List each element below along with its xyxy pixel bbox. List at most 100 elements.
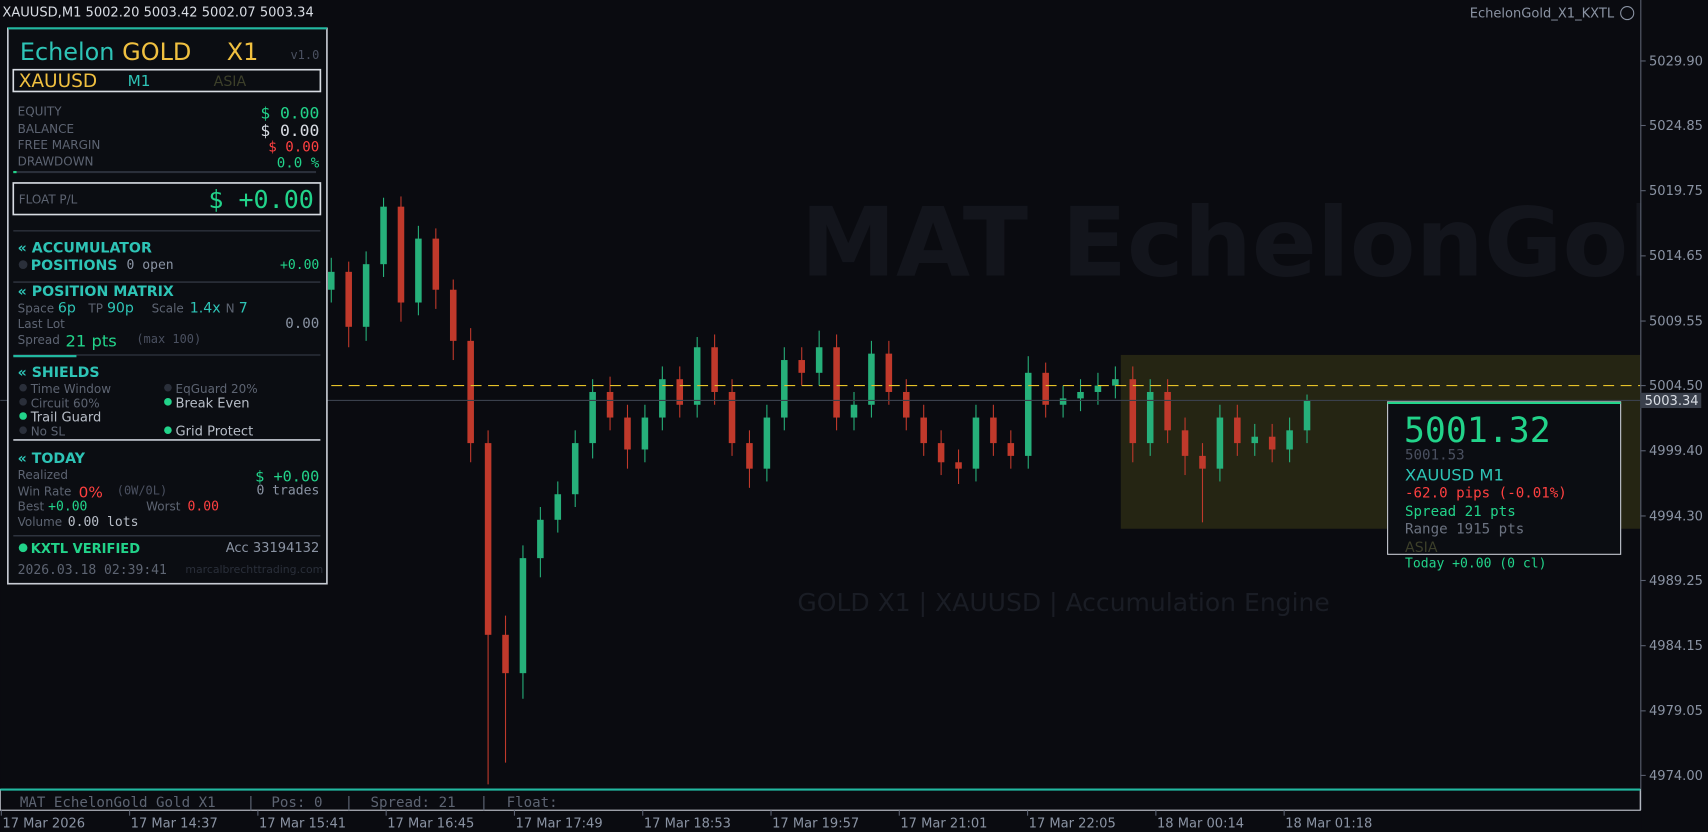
shield-dot	[164, 426, 172, 434]
x-tick-label: 18 Mar 01:18	[1285, 817, 1372, 832]
value: 0 trades	[256, 483, 319, 498]
value: 0.00 lots	[68, 515, 139, 530]
candle-body	[537, 519, 544, 559]
candle-body	[1286, 430, 1293, 450]
label: DRAWDOWN	[18, 155, 94, 169]
status-dot	[18, 260, 28, 269]
candle-body	[484, 443, 492, 635]
y-tick-label: 5019.75	[1649, 184, 1703, 199]
candle-body	[624, 417, 631, 450]
value: 21 pts	[66, 331, 117, 350]
candle-body	[467, 340, 474, 444]
candle-body	[1129, 379, 1137, 444]
label: TP	[87, 302, 103, 316]
value: 0.00	[285, 316, 319, 332]
y-tick-label: 5004.50	[1649, 379, 1703, 394]
candle-body	[397, 206, 405, 303]
current-price-label: 5003.34	[1645, 394, 1699, 409]
candle-body	[328, 271, 335, 290]
section-title: « TODAY	[18, 451, 86, 467]
value: 6p	[58, 301, 76, 317]
status-item: Pos: 0	[271, 795, 322, 811]
range: Range 1915 pts	[1405, 522, 1524, 538]
x-tick-label: 17 Mar 19:57	[772, 817, 859, 832]
price-box: 5001.32 5001.53 XAUUSD M1 -62.0 pips (-0…	[1387, 401, 1622, 571]
candle-body	[676, 379, 684, 405]
value: (max 100)	[136, 332, 201, 346]
account-number: Acc 33194132	[226, 541, 320, 556]
value: 0 open	[127, 258, 174, 273]
label: Scale	[152, 302, 184, 316]
candle-body	[937, 443, 945, 463]
site: marcalbrechttrading.com	[185, 563, 323, 576]
candle-body	[362, 264, 370, 327]
shield: Grid Protect	[176, 425, 254, 440]
candle-body	[955, 462, 962, 469]
section-title: « SHIELDS	[18, 365, 100, 381]
x-tick-label: 18 Mar 00:14	[1157, 817, 1244, 832]
shield: EqGuard 20%	[176, 382, 258, 396]
status-frame	[0, 788, 1641, 811]
candle-body	[868, 353, 875, 405]
label: FLOAT P/L	[19, 193, 78, 207]
value: $ +0.00	[255, 467, 319, 485]
watermark-subtitle: GOLD X1 | XAUUSD | Accumulation Engine	[797, 588, 1329, 617]
shield-dot	[164, 398, 172, 406]
spread: Spread 21 pts	[1405, 504, 1516, 520]
candle-body	[972, 417, 980, 469]
brand: Echelon	[20, 38, 115, 66]
value: 7	[239, 301, 248, 317]
y-tick-label: 4989.25	[1649, 574, 1703, 589]
verified-dot	[18, 543, 28, 553]
value: 0.0 %	[277, 156, 320, 172]
candle-body	[885, 353, 893, 392]
candle-body	[380, 206, 387, 265]
x-tick-label: 17 Mar 16:45	[387, 817, 474, 832]
label: Volume	[18, 515, 63, 529]
brand: GOLD	[122, 38, 191, 66]
candle-body	[693, 347, 701, 405]
panel-frame	[7, 27, 328, 585]
y-tick-label: 5024.85	[1649, 119, 1703, 134]
candle-body	[345, 271, 352, 327]
shield: Trail Guard	[30, 410, 102, 425]
candle-body	[432, 238, 440, 290]
symbol: XAUUSD M1	[1405, 465, 1504, 484]
session: ASIA	[214, 74, 247, 90]
time-axis: 17 Mar 2026 17 Mar 14:37 17 Mar 15:41 17 Ma…	[0, 810, 1372, 832]
candle-body	[1112, 379, 1119, 386]
candle-body	[746, 443, 753, 469]
y-tick-label: 4979.05	[1649, 704, 1703, 719]
label: Spread	[18, 333, 60, 347]
candle-body	[415, 238, 422, 303]
x-tick-label: 17 Mar 18:53	[644, 817, 731, 832]
shield-dot	[19, 398, 27, 406]
shield-dot	[19, 426, 27, 434]
label: N	[226, 302, 235, 316]
candle-body	[554, 494, 562, 520]
value: +0.00	[280, 258, 319, 273]
smiley-icon[interactable]	[1620, 5, 1635, 21]
x-tick-label: 17 Mar 2026	[2, 817, 85, 832]
value: 90p	[107, 301, 134, 317]
candle-body	[1199, 455, 1206, 469]
y-tick-label: 4974.00	[1649, 769, 1703, 784]
shield: Time Window	[30, 382, 111, 396]
candle-body	[903, 391, 910, 418]
x-tick-label: 17 Mar 17:49	[516, 817, 603, 832]
status-item: Float:	[507, 795, 558, 811]
y-tick-label: 4999.40	[1649, 444, 1703, 459]
candle-body	[1216, 417, 1224, 469]
candle-body	[1164, 391, 1171, 431]
section-title: « POSITION MATRIX	[18, 284, 174, 300]
candle-body	[449, 289, 457, 341]
session: ASIA	[1405, 540, 1438, 556]
value: +0.00	[48, 500, 87, 515]
value: 1.4x	[190, 301, 221, 317]
symbol-quote: XAUUSD,M1 5002.20 5003.42 5002.07 5003.3…	[2, 5, 313, 20]
value: $ 0.00	[268, 139, 319, 155]
y-tick-label: 5009.55	[1649, 314, 1703, 329]
brand: X1	[227, 38, 259, 66]
expert-name: EchelonGold_X1_KXTL	[1470, 6, 1615, 21]
